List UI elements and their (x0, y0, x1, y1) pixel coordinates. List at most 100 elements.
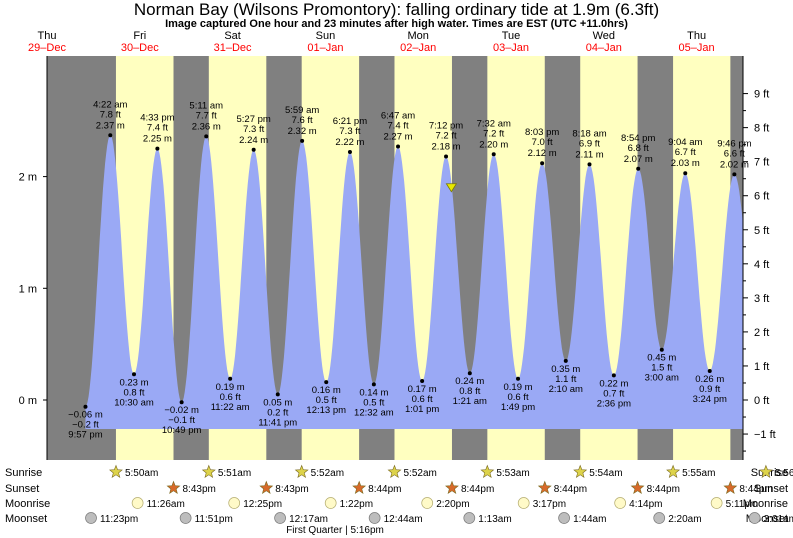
low-tide-time: 2:36 pm (597, 398, 631, 409)
high-tide-metres: 2.02 m (720, 159, 749, 170)
high-tide-time: 4:22 am (93, 99, 127, 110)
day-name-label: Thu (38, 30, 57, 42)
high-tide-time: 6:21 pm (333, 116, 367, 127)
low-tide-time: 10:49 pm (162, 425, 202, 436)
moonrise-icon (228, 497, 241, 509)
low-tide-metres: 0.35 m (551, 364, 580, 375)
sunset-time: 8:43pm (275, 484, 308, 495)
high-tide-metres: 2.36 m (192, 121, 221, 132)
moonset-time: 1:44am (573, 514, 606, 525)
low-tide-feet: 0.6 ft (412, 394, 433, 405)
sunrise-time: 5:52am (311, 468, 344, 479)
moonset-icon (463, 512, 476, 524)
low-tide-time: 2:10 am (549, 384, 583, 395)
current-tide-marker (445, 183, 458, 193)
right-axis-tick-label: −1 ft (754, 429, 776, 441)
moonrise-icon (517, 497, 530, 509)
day-name-label: Mon (407, 30, 428, 42)
low-tide-time: 11:22 am (211, 402, 250, 413)
moonset-icon (85, 512, 97, 524)
moonset-icon (558, 512, 570, 524)
day-name-label: Sun (316, 30, 336, 42)
high-tide-point (251, 147, 256, 152)
left-axis-tick-label: 0 m (19, 395, 37, 407)
day-name-label: Sat (224, 30, 241, 42)
high-tide-time: 9:04 am (668, 137, 702, 148)
day-date-label: 02–Jan (400, 42, 436, 54)
sunrise-icon (387, 464, 402, 478)
high-tide-feet: 7.2 ft (483, 128, 504, 139)
sunset-icon (630, 480, 645, 494)
right-axis-tick-label: 6 ft (754, 191, 769, 203)
low-tide-metres: 0.14 m (359, 387, 388, 398)
high-tide-feet: 7.8 ft (100, 109, 121, 120)
low-tide-point (228, 376, 233, 381)
high-tide-point (444, 154, 449, 159)
high-tide-time: 8:03 pm (525, 127, 559, 138)
right-axis-tick-label: 0 ft (754, 395, 769, 407)
low-tide-time: 11:41 pm (258, 417, 297, 428)
low-tide-point (467, 371, 472, 376)
high-tide-point (155, 146, 160, 151)
low-tide-metres: 0.22 m (599, 378, 628, 389)
moonrise-time: 5:11pm (726, 499, 759, 510)
high-tide-feet: 6.6 ft (724, 148, 745, 159)
moonset-icon (653, 512, 666, 524)
sunset-time: 8:44pm (461, 484, 494, 495)
sunset-time: 8:44pm (739, 484, 772, 495)
low-tide-point (371, 382, 376, 387)
moonrise-time: 11:26am (147, 499, 185, 510)
daylight-band (766, 56, 793, 460)
astro-row-label-right: Sunset (754, 483, 788, 495)
low-tide-time: 1:01 pm (405, 404, 439, 415)
high-tide-point (636, 166, 641, 171)
low-tide-feet: 0.2 ft (267, 407, 288, 418)
moonrise-time: 12:25pm (243, 499, 282, 510)
high-tide-time: 7:12 pm (429, 120, 463, 131)
high-tide-time: 5:59 am (285, 105, 319, 116)
high-tide-metres: 2.20 m (479, 139, 508, 150)
low-tide-metres: 0.17 m (408, 384, 437, 395)
high-tide-metres: 2.22 m (335, 137, 364, 148)
moonrise-time: 3:17pm (533, 499, 566, 510)
low-tide-feet: 0.6 ft (507, 392, 528, 403)
moonset-icon (748, 512, 761, 524)
astro-row-label-right: Moonrise (743, 498, 788, 510)
low-tide-time: 1:49 pm (501, 402, 535, 413)
tide-area (85, 135, 743, 430)
high-tide-point (491, 152, 496, 157)
chart-title: Norman Bay (Wilsons Promontory): falling… (133, 0, 660, 19)
sunset-icon (723, 480, 738, 494)
low-tide-point (563, 358, 568, 363)
low-tide-metres: 0.23 m (119, 377, 148, 388)
sunrise-icon (666, 464, 681, 478)
left-axis-tick-label: 2 m (19, 172, 37, 184)
low-tide-time: 3:00 am (645, 373, 679, 384)
day-date-label: 31–Dec (214, 42, 252, 54)
day-date-label: 29–Dec (28, 42, 66, 54)
right-axis-tick-label: 3 ft (754, 293, 769, 305)
right-axis-tick-label: 7 ft (754, 157, 769, 169)
moonset-icon (179, 512, 192, 524)
high-tide-feet: 7.4 ft (387, 120, 408, 131)
high-tide-metres: 2.37 m (96, 120, 125, 131)
low-tide-point (83, 404, 88, 409)
low-tide-feet: 0.5 ft (363, 397, 384, 408)
high-tide-feet: 7.2 ft (435, 130, 456, 141)
right-axis-tick-label: 4 ft (754, 259, 769, 271)
moonrise-time: 1:22pm (340, 499, 373, 510)
chart-subtitle: Image captured One hour and 23 minutes a… (165, 18, 628, 30)
sunset-icon (445, 480, 459, 494)
day-name-label: Tue (502, 30, 521, 42)
low-tide-metres: 0.19 m (216, 382, 245, 393)
moonrise-icon (421, 497, 434, 509)
high-tide-time: 5:11 am (189, 100, 223, 111)
moonrise-icon (131, 497, 144, 509)
high-tide-point (347, 150, 352, 155)
astro-row-label-left: Sunrise (5, 467, 42, 479)
low-tide-metres: 0.45 m (647, 353, 676, 364)
high-tide-point (108, 133, 113, 138)
astro-row-label-left: Sunset (5, 483, 39, 495)
sunset-icon (537, 480, 552, 494)
